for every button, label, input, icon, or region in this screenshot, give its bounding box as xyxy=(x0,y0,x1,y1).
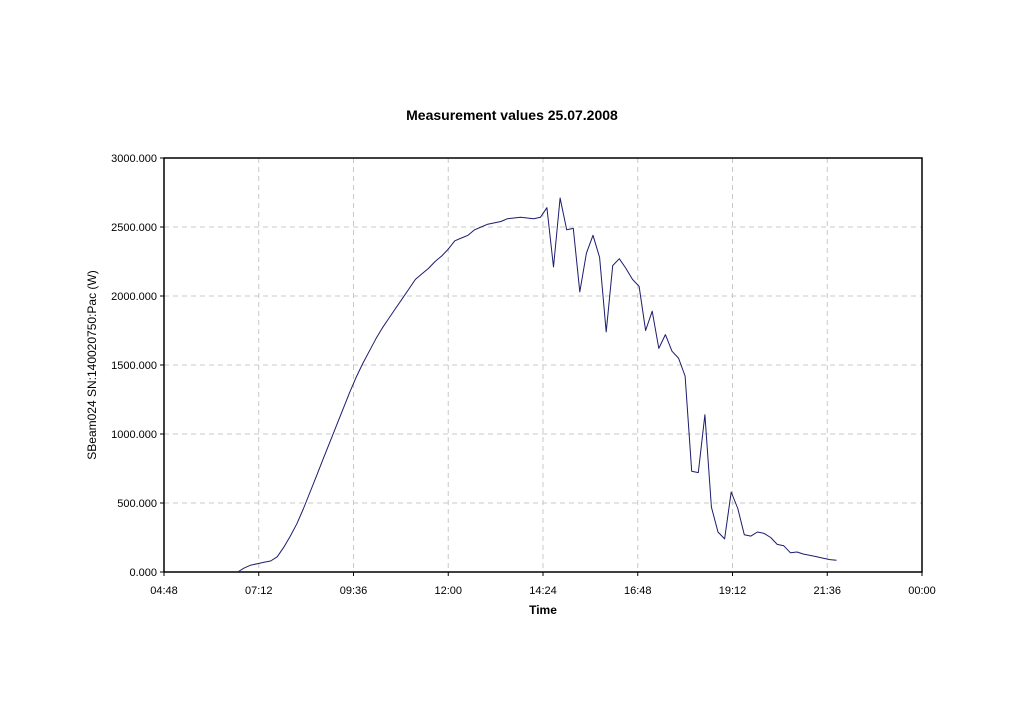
x-tick-label: 12:00 xyxy=(434,585,462,597)
chart-title: Measurement values 25.07.2008 xyxy=(406,107,618,123)
grid-lines xyxy=(164,158,922,572)
y-axis: 0.000 500.000 1000.000 1500.000 2000.000 2500… xyxy=(111,153,164,579)
x-tick-label: 16:48 xyxy=(624,585,652,597)
x-tick-label: 04:48 xyxy=(150,585,178,597)
series-line-1 xyxy=(237,197,837,573)
x-tick-label: 19:12 xyxy=(719,585,747,597)
y-tick-label: 0.000 xyxy=(129,567,157,579)
x-tick-label: 21:36 xyxy=(813,585,841,597)
x-tick-label: 14:24 xyxy=(529,585,557,597)
y-tick-label: 2500.000 xyxy=(111,222,157,234)
y-tick-label: 1500.000 xyxy=(111,360,157,372)
series-group xyxy=(237,197,837,573)
x-axis: 04:48 07:12 09:36 12:00 14:24 16:48 19:12 21:36… xyxy=(150,572,936,597)
x-tick-label: 07:12 xyxy=(245,585,273,597)
y-axis-title: SBeam024 SN:140020750:Pac (W) xyxy=(85,270,99,459)
y-tick-label: 2000.000 xyxy=(111,291,157,303)
x-tick-label: 00:00 xyxy=(908,585,936,597)
y-tick-label: 1000.000 xyxy=(111,429,157,441)
y-tick-label: 3000.000 xyxy=(111,153,157,165)
x-axis-title: Time xyxy=(529,603,557,617)
x-tick-label: 09:36 xyxy=(340,585,368,597)
y-tick-label: 500.000 xyxy=(117,498,157,510)
